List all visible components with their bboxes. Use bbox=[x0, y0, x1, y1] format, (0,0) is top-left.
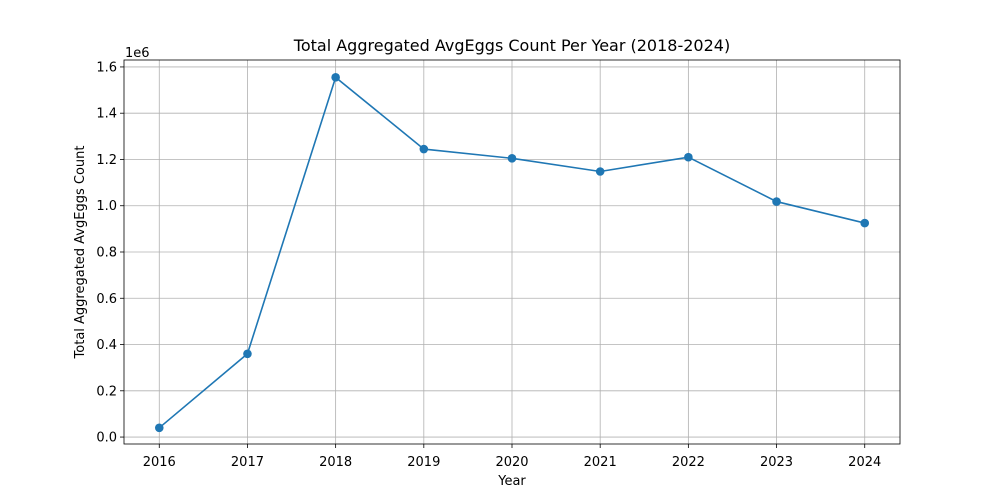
x-axis-ticks: 2016 2017 2018 2019 2020 2021 2022 2023 2024 bbox=[143, 444, 881, 470]
y-tick-label: 0.8 bbox=[96, 246, 117, 261]
data-point bbox=[419, 144, 429, 154]
data-point bbox=[772, 197, 781, 206]
x-tick-label: 2020 bbox=[495, 455, 528, 470]
chart-title: Total Aggregated AvgEggs Count Per Year … bbox=[293, 36, 730, 55]
data-point bbox=[243, 349, 252, 359]
data-point bbox=[595, 167, 605, 176]
y-tick-label: 0.6 bbox=[96, 292, 117, 307]
y-tick-label: 1.4 bbox=[96, 107, 117, 122]
x-tick-label: 2022 bbox=[672, 455, 705, 470]
data-point bbox=[507, 154, 517, 163]
x-tick-label: 2019 bbox=[407, 455, 440, 470]
data-series bbox=[154, 73, 870, 433]
y-tick-label: 1.2 bbox=[96, 153, 117, 168]
x-tick-label: 2023 bbox=[760, 455, 793, 470]
y-offset-label: 1e6 bbox=[125, 46, 150, 61]
x-tick-label: 2021 bbox=[584, 455, 617, 470]
data-point bbox=[331, 73, 340, 82]
y-tick-label: 1.0 bbox=[96, 199, 117, 214]
data-point bbox=[684, 152, 693, 162]
data-point bbox=[860, 218, 870, 228]
y-axis-ticks: 0.0 0.2 0.4 0.6 0.8 1.0 1.2 1.4 1.6 bbox=[96, 60, 124, 446]
grid bbox=[124, 60, 900, 444]
y-tick-label: 1.6 bbox=[96, 60, 117, 75]
x-tick-label: 2018 bbox=[319, 455, 352, 470]
y-tick-label: 0.2 bbox=[96, 384, 117, 399]
plot-frame bbox=[123, 59, 901, 445]
x-axis-label: Year bbox=[497, 474, 526, 489]
y-tick-label: 0.4 bbox=[96, 338, 117, 353]
y-tick-label: 0.0 bbox=[96, 431, 117, 446]
x-tick-label: 2017 bbox=[231, 455, 264, 470]
x-tick-label: 2024 bbox=[848, 455, 881, 470]
data-point bbox=[154, 423, 164, 433]
y-axis-label: Total Aggregated AvgEggs Count bbox=[73, 146, 88, 360]
x-tick-label: 2016 bbox=[143, 455, 176, 470]
